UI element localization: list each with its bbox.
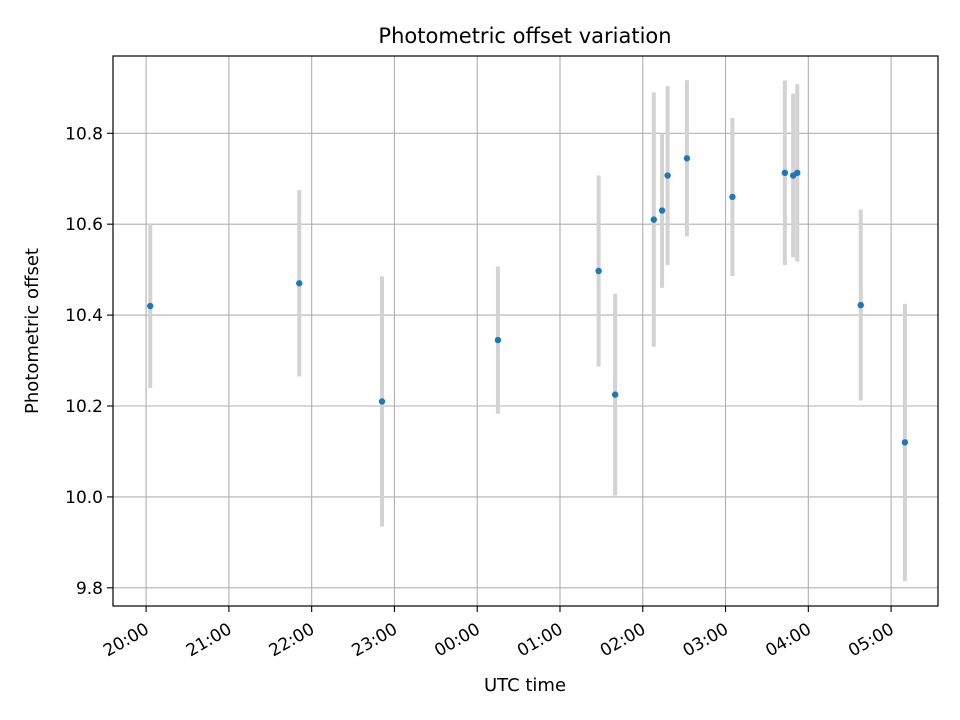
data-point <box>857 301 864 309</box>
y-axis-ticks: 9.8 10.0 10.2 10.4 10.6 10.8 <box>65 124 113 599</box>
grid <box>113 56 938 606</box>
plot-frame <box>112 55 939 607</box>
data-point <box>901 439 909 446</box>
data-point <box>664 172 671 179</box>
y-axis-title: Photometric offset <box>22 248 43 414</box>
y-tick-label: 10.8 <box>65 124 103 144</box>
data-point <box>494 336 502 344</box>
x-axis-title: UTC time <box>484 675 566 696</box>
y-tick-label: 9.8 <box>76 579 103 599</box>
y-tick-label: 10.6 <box>65 215 103 235</box>
y-tick-label: 10.2 <box>65 397 103 417</box>
data-point <box>683 155 691 162</box>
data-point <box>147 302 154 310</box>
y-tick-label: 10.4 <box>65 306 103 326</box>
data-point <box>658 207 666 214</box>
data-point <box>650 216 658 223</box>
chart-title: Photometric offset variation <box>378 24 671 48</box>
data-point <box>378 398 386 405</box>
data-point <box>296 280 303 287</box>
data-point <box>595 267 602 275</box>
data-point <box>794 169 801 177</box>
data-point <box>729 193 736 201</box>
y-tick-label: 10.0 <box>65 488 103 508</box>
data-point <box>781 169 789 177</box>
data-point <box>611 391 619 398</box>
data-points <box>147 155 909 446</box>
